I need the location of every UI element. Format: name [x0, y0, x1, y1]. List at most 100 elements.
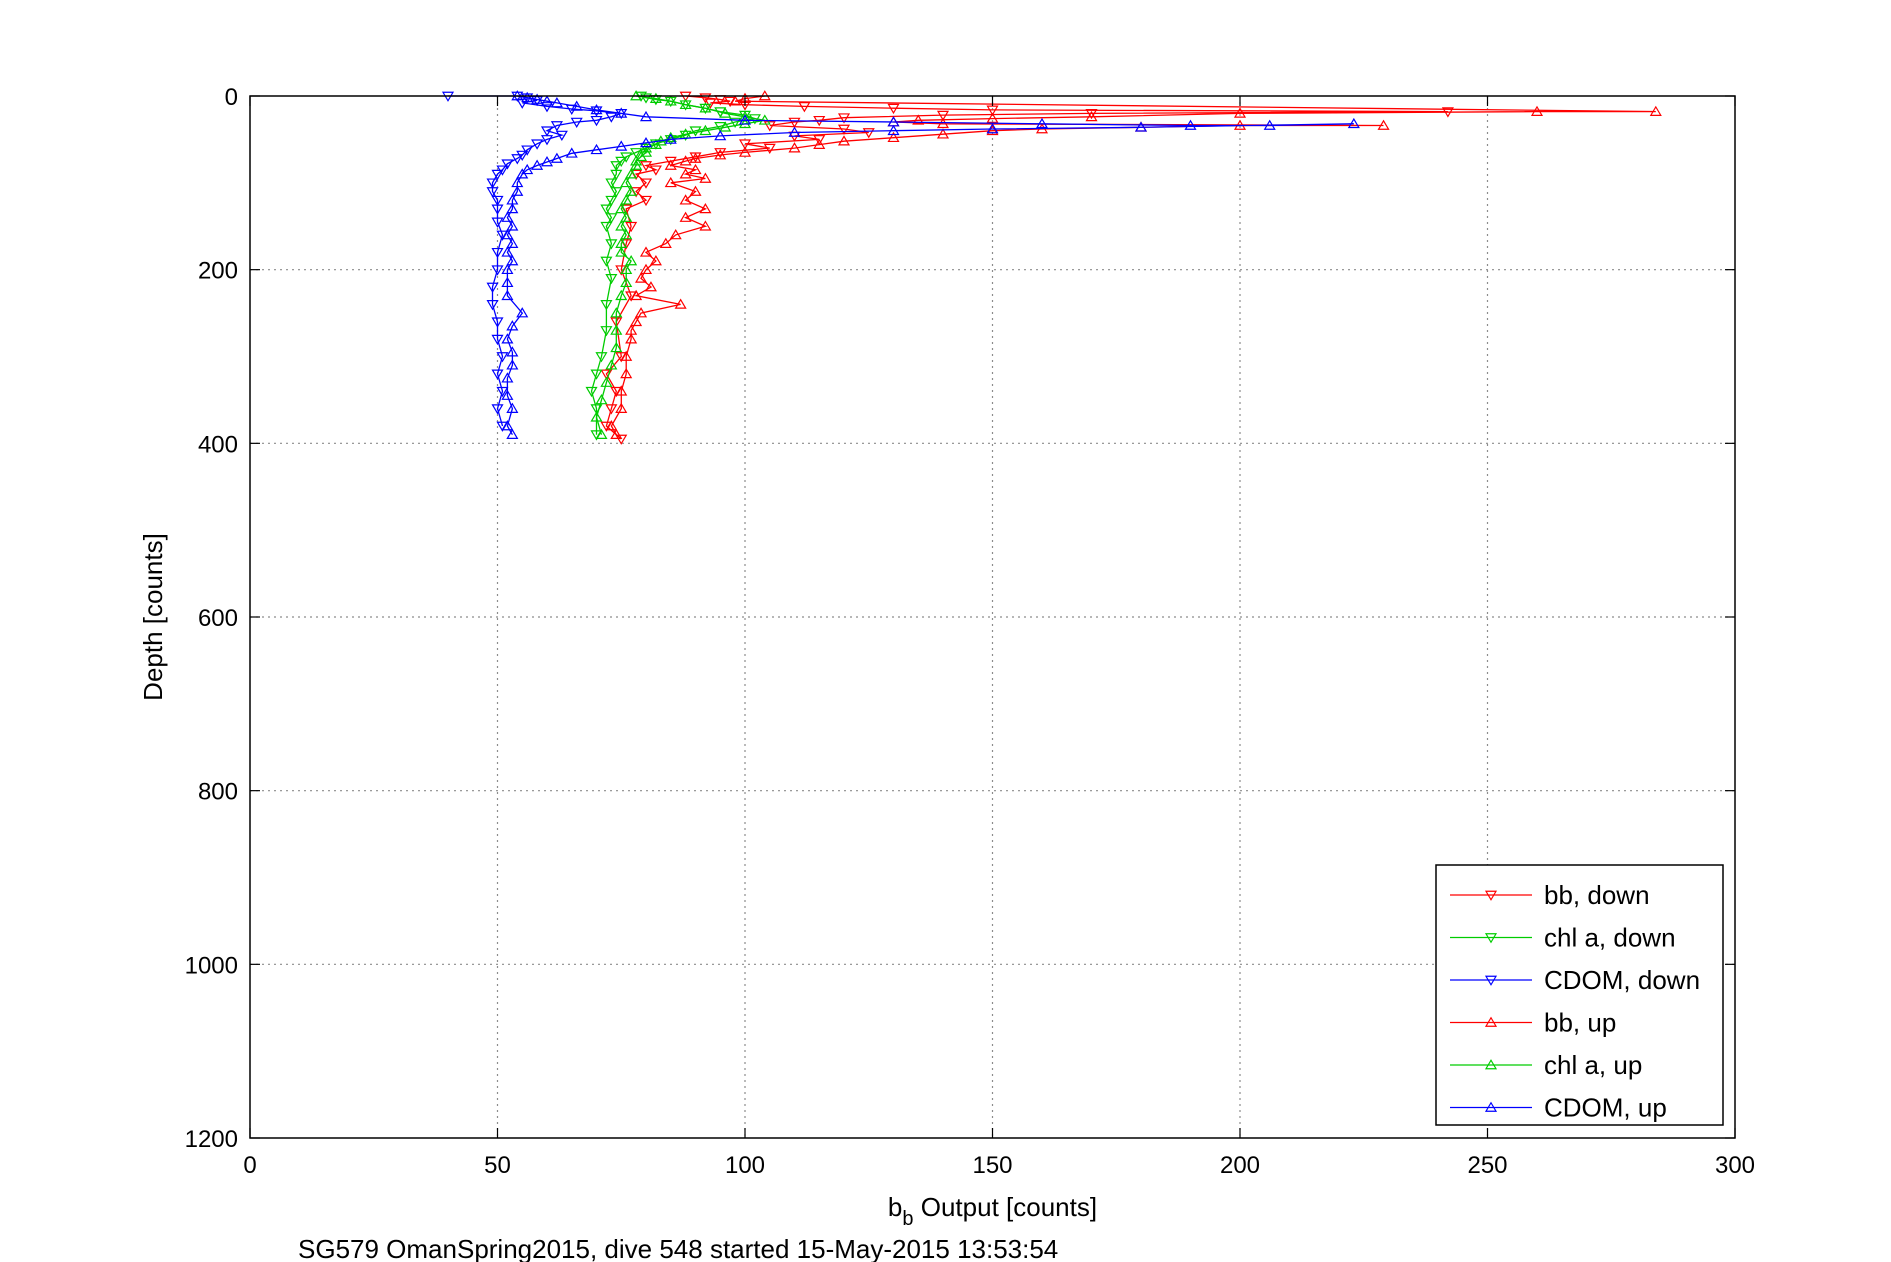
data-point	[491, 195, 504, 207]
data-point	[659, 237, 672, 248]
data-point	[639, 263, 653, 275]
data-point	[664, 176, 677, 188]
data-point	[679, 98, 692, 110]
data-point	[837, 113, 851, 124]
figure-caption: SG579 OmanSpring2015, dive 548 started 1…	[298, 1234, 1058, 1262]
data-point	[590, 106, 603, 117]
x-tick-label: 300	[1715, 1152, 1755, 1179]
data-point	[620, 350, 633, 361]
x-tick-label: 100	[725, 1152, 765, 1179]
data-point	[649, 138, 662, 149]
data-point	[699, 102, 712, 113]
data-point	[1233, 107, 1247, 118]
data-point	[531, 93, 544, 104]
data-point	[570, 117, 583, 128]
legend-item: bb, down	[1450, 880, 1650, 910]
y-tick-label: 1200	[185, 1126, 238, 1153]
data-point	[605, 239, 618, 250]
x-axis-label-subscript: b	[902, 1208, 913, 1230]
data-point	[620, 176, 633, 188]
data-point	[649, 255, 662, 266]
data-point	[531, 159, 544, 170]
data-point	[615, 385, 628, 396]
y-tick-label: 400	[198, 431, 238, 458]
data-point	[1263, 119, 1276, 130]
data-point	[936, 128, 950, 139]
data-point	[595, 352, 608, 363]
series-5	[501, 90, 1360, 439]
data-point	[615, 289, 628, 301]
data-point	[620, 211, 633, 222]
data-point	[813, 135, 826, 146]
data-point	[605, 178, 618, 189]
data-point	[615, 246, 628, 257]
data-point	[1649, 105, 1662, 116]
legend-label: chl a, down	[1544, 923, 1676, 953]
data-point	[813, 138, 826, 149]
data-point	[501, 420, 514, 431]
data-point	[630, 159, 643, 170]
data-point	[788, 117, 801, 128]
data-point	[605, 112, 618, 123]
data-point	[1530, 105, 1544, 116]
data-point	[887, 124, 900, 136]
data-point	[501, 289, 514, 301]
data-point	[639, 146, 653, 157]
data-point	[620, 263, 633, 275]
data-point	[625, 255, 638, 266]
data-point	[615, 220, 628, 231]
x-tick-label: 0	[243, 1152, 256, 1179]
data-point	[704, 98, 717, 109]
data-point	[610, 169, 623, 181]
data-point	[600, 326, 613, 337]
series-2	[441, 91, 628, 432]
data-point	[639, 142, 653, 153]
data-point	[506, 255, 519, 266]
data-point	[679, 168, 692, 179]
data-point	[639, 246, 653, 257]
data-point	[615, 434, 628, 445]
data-point	[615, 402, 628, 413]
data-point	[689, 163, 702, 175]
data-point	[610, 307, 623, 318]
legend-swatch-marker	[1484, 890, 1498, 901]
data-point	[679, 194, 692, 205]
data-point	[714, 149, 727, 160]
data-point	[635, 150, 648, 162]
data-point	[565, 147, 578, 158]
data-point	[605, 404, 618, 415]
data-point	[516, 307, 529, 318]
data-point	[615, 107, 628, 118]
legend-item: CDOM, down	[1450, 965, 1700, 995]
data-point	[590, 411, 603, 422]
data-point	[758, 114, 771, 125]
data-point	[585, 386, 598, 398]
data-point	[506, 346, 519, 357]
data-point	[664, 95, 677, 106]
data-point	[1377, 119, 1390, 130]
data-point	[550, 97, 563, 108]
legend-item: bb, up	[1450, 1008, 1616, 1038]
data-point	[516, 150, 529, 161]
y-tick-label: 0	[225, 84, 238, 111]
data-point	[620, 367, 633, 379]
data-point	[506, 320, 519, 331]
data-point	[664, 133, 677, 144]
data-point	[501, 263, 514, 275]
data-point	[625, 333, 638, 344]
data-point	[1184, 119, 1197, 130]
data-point	[531, 139, 544, 150]
data-point	[600, 221, 613, 233]
data-point	[486, 187, 499, 198]
data-point	[679, 130, 692, 142]
data-point	[763, 121, 776, 132]
data-point	[639, 195, 653, 207]
data-point	[669, 228, 682, 240]
data-point	[625, 221, 638, 233]
data-point	[605, 213, 618, 224]
legend-swatch-marker	[1484, 1101, 1498, 1112]
data-point	[788, 142, 801, 153]
legend-swatch-marker	[1484, 933, 1498, 944]
data-point	[521, 91, 534, 103]
data-point	[689, 126, 702, 137]
